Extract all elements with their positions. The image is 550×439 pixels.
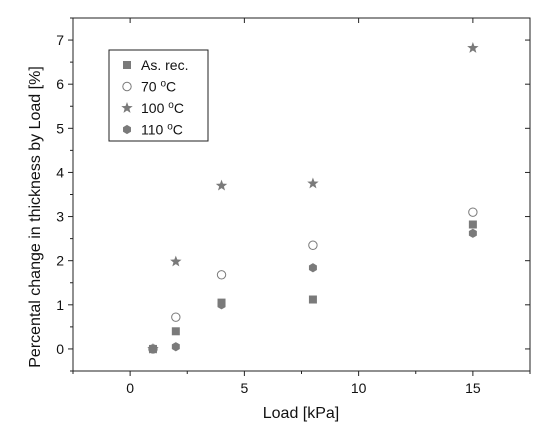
x-tick-label: 5 (240, 380, 248, 396)
data-point (170, 255, 182, 267)
y-tick-label: 7 (56, 32, 64, 48)
data-point (467, 42, 479, 53)
legend-marker (123, 61, 131, 69)
x-tick-label: 15 (465, 380, 481, 396)
data-point (308, 240, 318, 250)
y-tick-label: 5 (56, 120, 64, 136)
legend-label: 110 oC (141, 122, 183, 138)
data-point (308, 263, 317, 273)
data-point (171, 327, 180, 336)
data-point (217, 300, 226, 310)
data-point (171, 312, 181, 322)
legend-marker (121, 102, 133, 113)
data-point (171, 342, 180, 352)
y-tick-label: 3 (56, 209, 64, 225)
y-axis-label: Percental change in thickness by Load [%… (27, 66, 44, 368)
x-axis-label: Load [kPa] (263, 405, 340, 422)
data-point (307, 177, 319, 189)
data-point (216, 270, 227, 280)
x-tick-label: 10 (351, 380, 367, 396)
y-tick-label: 1 (56, 297, 64, 313)
legend-label: 70 oC (141, 79, 176, 95)
data-point (215, 179, 228, 191)
y-tick-label: 6 (56, 76, 64, 92)
data-point (148, 344, 157, 354)
legend-marker (123, 124, 131, 135)
y-tick-label: 0 (56, 341, 64, 357)
data-point (468, 228, 477, 238)
y-tick-label: 4 (56, 164, 64, 180)
x-tick-label: 0 (126, 380, 134, 396)
data-point (468, 207, 478, 217)
data-point (308, 295, 317, 304)
legend-marker (122, 81, 132, 92)
y-tick-label: 2 (56, 253, 64, 269)
legend-label: As. rec. (141, 57, 188, 73)
data-point (468, 220, 477, 229)
legend-label: 100 oC (141, 100, 184, 116)
